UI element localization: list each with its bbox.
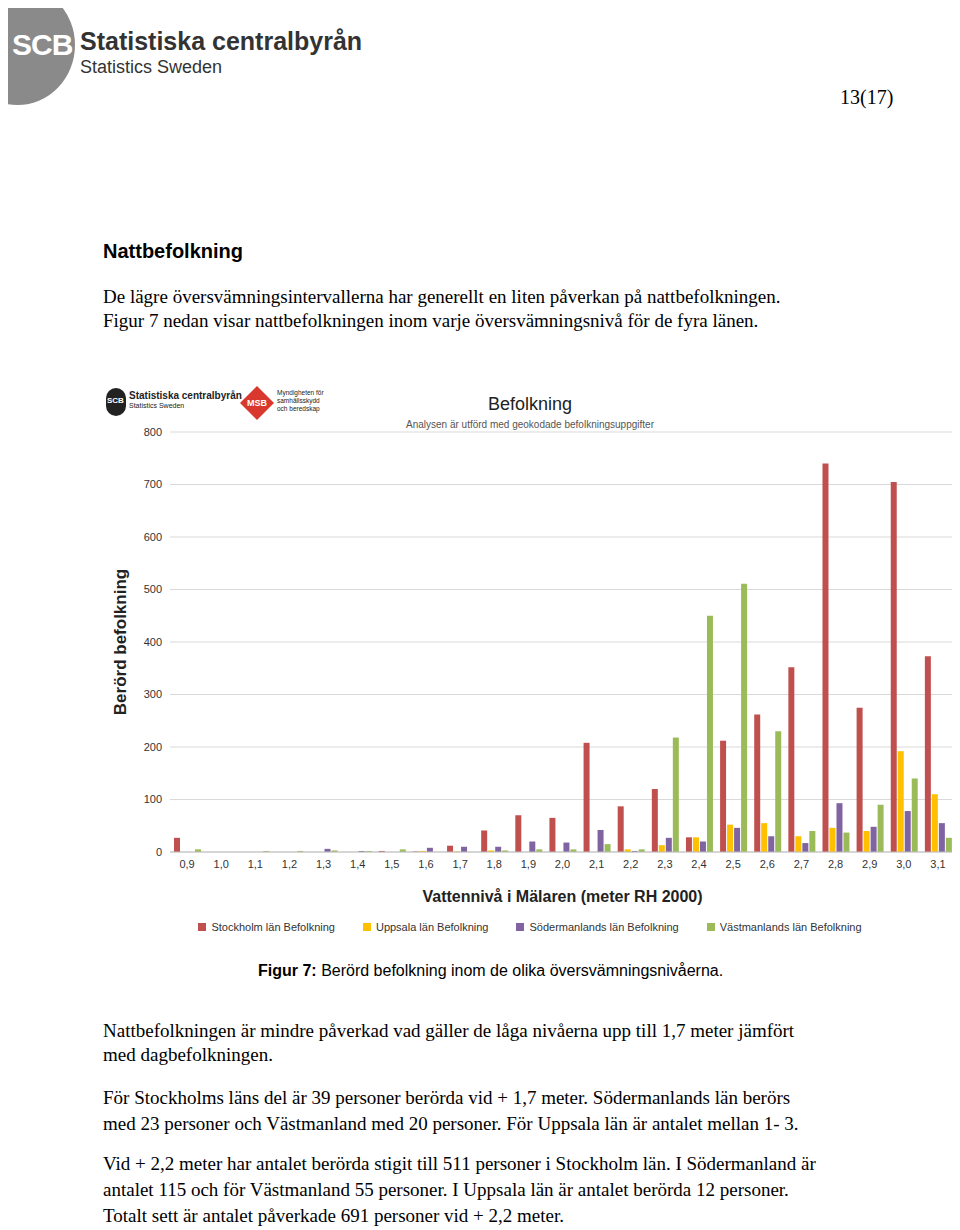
svg-text:400: 400 — [144, 636, 162, 648]
svg-text:800: 800 — [144, 426, 162, 438]
svg-text:1,2: 1,2 — [282, 858, 297, 870]
html-text:Figur 7 nedan visar nattbefolk: Figur 7 nedan visar nattbefolkningen ino… — [103, 310, 759, 331]
svg-text:2,0: 2,0 — [555, 858, 570, 870]
html-text:Södermanlands län Befolkning: Södermanlands län Befolkning — [529, 921, 679, 933]
html-text:antalet 115 och för Västmanlan: antalet 115 och för Västmanland 55 perso… — [103, 1179, 789, 1200]
svg-text:2,2: 2,2 — [623, 858, 638, 870]
svg-text:1,3: 1,3 — [316, 858, 331, 870]
svg-text:Berörd befolkning: Berörd befolkning — [111, 569, 130, 715]
svg-text:1,7: 1,7 — [452, 858, 467, 870]
svg-text:700: 700 — [144, 478, 162, 490]
html-text:Nattbefolkningen är mindre påv: Nattbefolkningen är mindre påverkad vad … — [103, 1020, 795, 1041]
html-text:13(17): 13(17) — [840, 86, 894, 108]
svg-text:2,5: 2,5 — [726, 858, 741, 870]
svg-text:2,6: 2,6 — [760, 858, 775, 870]
svg-text:0,9: 0,9 — [179, 858, 194, 870]
svg-text:1,5: 1,5 — [384, 858, 399, 870]
svg-text:1,6: 1,6 — [418, 858, 433, 870]
html-text:Statistiska centralbyrån: Statistiska centralbyrån — [129, 390, 242, 401]
html-text:Figur 7: Berörd befolkning ino: Figur 7: Berörd befolkning inom de olika… — [258, 962, 724, 979]
html-text:MSB: MSB — [247, 398, 267, 408]
html-text:samhällsskydd: samhällsskydd — [277, 397, 320, 404]
svg-text:0: 0 — [156, 846, 162, 858]
svg-text:2,3: 2,3 — [657, 858, 672, 870]
svg-text:1,8: 1,8 — [487, 858, 502, 870]
html-text:Befolkning: Befolkning — [488, 394, 572, 414]
html-text:Västmanlands län Befolkning: Västmanlands län Befolkning — [719, 921, 862, 933]
svg-text:3,0: 3,0 — [896, 858, 911, 870]
svg-text:2,1: 2,1 — [589, 858, 604, 870]
html-text:Statistics Sweden: Statistics Sweden — [129, 402, 185, 409]
html-text:SCB Statistiska centralbyrån: SCB Statistiska centralbyrån — [12, 27, 363, 61]
html-text:med 23 personer och Västmanlan: med 23 personer och Västmanland med 20 p… — [103, 1113, 799, 1134]
html-text:Nattbefolkning: Nattbefolkning — [103, 240, 243, 262]
html-text:och beredskap: och beredskap — [277, 405, 320, 412]
svg-text:Vattennivå i Mälaren (meter RH: Vattennivå i Mälaren (meter RH 2000) — [422, 888, 702, 905]
svg-text:2,8: 2,8 — [828, 858, 843, 870]
html-text:Uppsala län Befolkning: Uppsala län Befolkning — [375, 921, 489, 933]
svg-text:2,7: 2,7 — [794, 858, 809, 870]
svg-text:500: 500 — [144, 583, 162, 595]
svg-text:1,4: 1,4 — [350, 858, 365, 870]
svg-text:200: 200 — [144, 741, 162, 753]
svg-text:2,9: 2,9 — [862, 858, 877, 870]
svg-text:300: 300 — [144, 688, 162, 700]
html-text:med dagbefolkningen.: med dagbefolkningen. — [103, 1044, 273, 1065]
html-text:SCB: SCB — [107, 396, 124, 405]
html-text:Analysen är utförd med geokoda: Analysen är utförd med geokodade befolkn… — [406, 419, 654, 430]
html-text:Totalt sett är antalet påverka: Totalt sett är antalet påverkade 691 per… — [103, 1205, 564, 1226]
html-text:För Stockholms läns del är 39: För Stockholms läns del är 39 personer b… — [103, 1087, 791, 1108]
html-text:Stockholm län Befolkning: Stockholm län Befolkning — [211, 921, 335, 933]
svg-text:1,1: 1,1 — [248, 858, 263, 870]
svg-text:1,0: 1,0 — [214, 858, 229, 870]
svg-text:3,1: 3,1 — [930, 858, 945, 870]
svg-text:100: 100 — [144, 793, 162, 805]
svg-text:1,9: 1,9 — [521, 858, 536, 870]
html-text:Vid + 2,2 meter har antalet be: Vid + 2,2 meter har antalet berörda stig… — [103, 1153, 816, 1174]
svg-text:600: 600 — [144, 531, 162, 543]
svg-text:2,4: 2,4 — [691, 858, 706, 870]
html-text:De lägre översvämningsinterval: De lägre översvämningsintervallerna har … — [103, 286, 781, 307]
html-text:Statistics Sweden: Statistics Sweden — [80, 57, 223, 77]
html-text:Myndigheten för: Myndigheten för — [277, 389, 324, 396]
